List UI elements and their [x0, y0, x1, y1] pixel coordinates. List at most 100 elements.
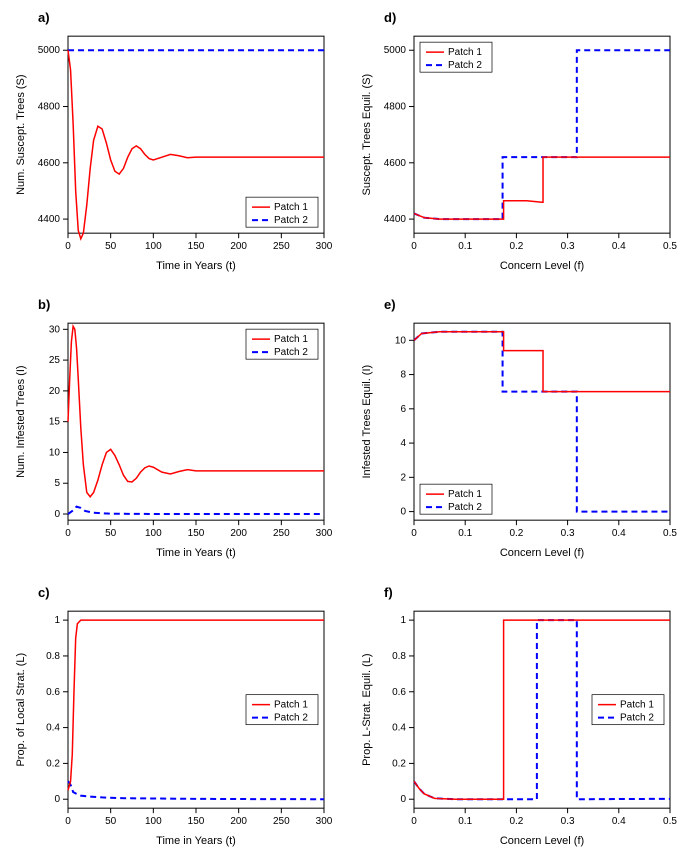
- panel-b: b) 050100150200250300051015202530Time in…: [10, 297, 336, 564]
- svg-text:0: 0: [54, 794, 60, 805]
- series-patch2: [414, 332, 670, 512]
- svg-text:0: 0: [54, 509, 60, 520]
- svg-text:Infested Trees Equil. (I): Infested Trees Equil. (I): [361, 365, 373, 479]
- plot-c: 05010015020025030000.20.40.60.81Time in …: [10, 603, 336, 852]
- plot-b: 050100150200250300051015202530Time in Ye…: [10, 315, 336, 564]
- panel-f: f) 00.10.20.30.40.500.20.40.60.81Concern…: [356, 585, 682, 852]
- svg-text:Patch 1: Patch 1: [274, 699, 308, 710]
- svg-text:0.2: 0.2: [46, 758, 60, 769]
- panel-label-c: c): [38, 585, 50, 600]
- svg-text:Prop. L-Strat. Equil. (L): Prop. L-Strat. Equil. (L): [361, 653, 373, 766]
- plot-d: 00.10.20.30.40.54400460048005000Concern …: [356, 28, 682, 277]
- svg-text:10: 10: [395, 336, 407, 347]
- svg-text:8: 8: [400, 370, 406, 381]
- svg-text:20: 20: [49, 386, 61, 397]
- svg-text:200: 200: [230, 528, 247, 539]
- svg-text:Num. Infested Trees (I): Num. Infested Trees (I): [15, 366, 27, 478]
- svg-text:0.2: 0.2: [509, 528, 523, 539]
- svg-text:0.5: 0.5: [663, 816, 677, 827]
- panel-a: a) 0501001502002503004400460048005000Tim…: [10, 10, 336, 277]
- panel-label-d: d): [384, 10, 396, 25]
- svg-text:4400: 4400: [384, 214, 407, 225]
- svg-text:0: 0: [65, 241, 71, 252]
- svg-text:100: 100: [145, 816, 162, 827]
- svg-text:0.2: 0.2: [509, 241, 523, 252]
- svg-text:Patch 1: Patch 1: [274, 202, 308, 213]
- svg-text:300: 300: [316, 528, 333, 539]
- svg-text:0: 0: [400, 507, 406, 518]
- plot-f: 00.10.20.30.40.500.20.40.60.81Concern Le…: [356, 603, 682, 852]
- legend: Patch 1 Patch 2: [592, 694, 664, 724]
- svg-text:4600: 4600: [38, 158, 61, 169]
- svg-text:0.4: 0.4: [46, 722, 60, 733]
- svg-text:250: 250: [273, 528, 290, 539]
- svg-text:0.1: 0.1: [458, 528, 472, 539]
- svg-text:30: 30: [49, 325, 61, 336]
- svg-text:0: 0: [411, 241, 417, 252]
- panel-c: c) 05010015020025030000.20.40.60.81Time …: [10, 585, 336, 852]
- legend: Patch 1 Patch 2: [246, 694, 318, 724]
- svg-text:0.2: 0.2: [392, 758, 406, 769]
- svg-text:Patch 2: Patch 2: [448, 60, 482, 71]
- svg-text:4800: 4800: [384, 102, 407, 113]
- svg-text:Patch 2: Patch 2: [274, 347, 308, 358]
- legend: Patch 1 Patch 2: [420, 42, 492, 72]
- svg-text:0.2: 0.2: [509, 816, 523, 827]
- svg-text:0.1: 0.1: [458, 816, 472, 827]
- svg-text:Patch 1: Patch 1: [620, 699, 654, 710]
- svg-text:Patch 2: Patch 2: [620, 712, 654, 723]
- svg-text:Concern Level (f): Concern Level (f): [500, 547, 584, 559]
- svg-text:Patch 2: Patch 2: [274, 215, 308, 226]
- svg-text:4800: 4800: [38, 102, 61, 113]
- svg-text:Concern Level (f): Concern Level (f): [500, 835, 584, 847]
- series-patch1: [414, 332, 670, 392]
- svg-text:50: 50: [105, 528, 117, 539]
- legend: Patch 1Patch 2: [246, 329, 318, 359]
- svg-text:Patch 2: Patch 2: [448, 502, 482, 513]
- svg-text:Time in Years (t): Time in Years (t): [156, 835, 236, 847]
- svg-text:0.5: 0.5: [663, 241, 677, 252]
- svg-text:0.6: 0.6: [392, 686, 406, 697]
- svg-text:50: 50: [105, 241, 117, 252]
- panel-label-f: f): [384, 585, 393, 600]
- svg-text:250: 250: [273, 241, 290, 252]
- svg-text:0.4: 0.4: [612, 528, 626, 539]
- svg-text:100: 100: [145, 528, 162, 539]
- svg-text:Concern Level (f): Concern Level (f): [500, 260, 584, 272]
- svg-text:150: 150: [188, 241, 205, 252]
- svg-text:Patch 2: Patch 2: [274, 712, 308, 723]
- svg-text:100: 100: [145, 241, 162, 252]
- svg-text:Time in Years (t): Time in Years (t): [156, 547, 236, 559]
- svg-text:0.1: 0.1: [458, 241, 472, 252]
- svg-text:10: 10: [49, 448, 61, 459]
- svg-text:Patch 1: Patch 1: [448, 47, 482, 58]
- svg-text:300: 300: [316, 241, 333, 252]
- svg-text:0: 0: [411, 816, 417, 827]
- svg-text:0.8: 0.8: [392, 651, 406, 662]
- series-patch2: [68, 781, 324, 799]
- svg-text:200: 200: [230, 816, 247, 827]
- svg-text:150: 150: [188, 528, 205, 539]
- svg-text:2: 2: [400, 473, 406, 484]
- svg-text:0.3: 0.3: [561, 241, 575, 252]
- svg-text:0.3: 0.3: [561, 816, 575, 827]
- plot-a: 0501001502002503004400460048005000Time i…: [10, 28, 336, 277]
- panel-label-a: a): [38, 10, 50, 25]
- svg-text:1: 1: [400, 615, 406, 626]
- svg-text:150: 150: [188, 816, 205, 827]
- svg-text:300: 300: [316, 816, 333, 827]
- legend: Patch 1 Patch 2: [246, 197, 318, 227]
- svg-text:Num. Suscept. Trees (S): Num. Suscept. Trees (S): [15, 74, 27, 194]
- svg-text:0.4: 0.4: [612, 241, 626, 252]
- panel-label-b: b): [38, 297, 50, 312]
- svg-text:50: 50: [105, 816, 117, 827]
- svg-text:5: 5: [54, 479, 60, 490]
- svg-text:Time in Years (t): Time in Years (t): [156, 260, 236, 272]
- series-patch2: [68, 507, 324, 514]
- svg-text:Prop. of Local Strat. (L): Prop. of Local Strat. (L): [15, 652, 27, 766]
- svg-text:0.6: 0.6: [46, 686, 60, 697]
- svg-text:4: 4: [400, 438, 406, 449]
- plot-e: 00.10.20.30.40.50246810Concern Level (f)…: [356, 315, 682, 564]
- svg-text:0: 0: [65, 528, 71, 539]
- svg-text:Patch 1: Patch 1: [448, 489, 482, 500]
